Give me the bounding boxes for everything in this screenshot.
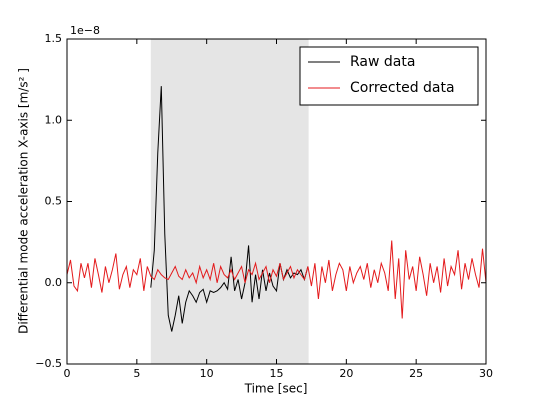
- data-line: [66, 240, 487, 319]
- x-tick-label: 15: [270, 367, 284, 380]
- y-tick-label: 1.0: [45, 113, 63, 126]
- y-axis-label: Differential mode acceleration X-axis [m…: [17, 68, 31, 334]
- x-tick-label: 20: [339, 367, 353, 380]
- x-tick-label: 25: [409, 367, 423, 380]
- y-tick-label: 0.5: [45, 195, 63, 208]
- legend-label: Corrected data: [350, 80, 455, 96]
- y-tick-label: 0.0: [45, 276, 63, 289]
- legend-box: [299, 46, 479, 106]
- x-tick-label: 30: [479, 367, 493, 380]
- x-tick-label: 10: [200, 367, 214, 380]
- highlight-span: [150, 39, 309, 364]
- legend-label: Raw data: [350, 54, 415, 70]
- y-tick-label: −0.5: [35, 357, 62, 370]
- y-tick-label: 1.5: [45, 32, 63, 45]
- x-tick-label: 0: [64, 367, 71, 380]
- x-tick-label: 5: [133, 367, 140, 380]
- x-axis-label: Time [sec]: [244, 382, 308, 396]
- y-offset-text: 1e−8: [70, 24, 100, 37]
